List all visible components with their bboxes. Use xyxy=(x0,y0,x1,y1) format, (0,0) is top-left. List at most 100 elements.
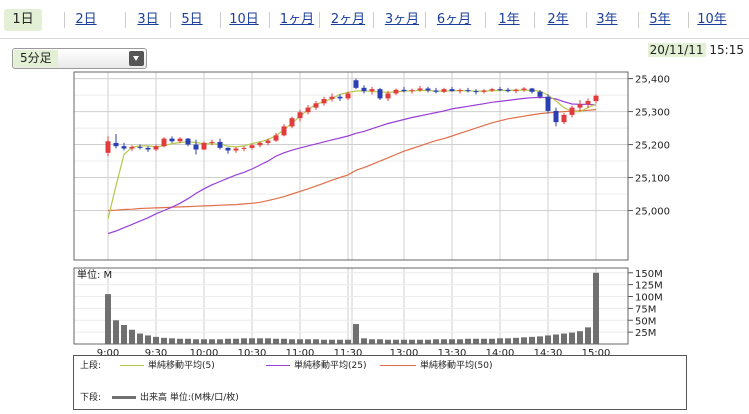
tab-separator xyxy=(64,12,65,28)
volume-bar xyxy=(497,338,503,344)
volume-bar xyxy=(569,332,575,344)
candle-body xyxy=(321,99,327,104)
time-xtick-label: 10:00 xyxy=(190,348,219,359)
candle-body xyxy=(465,90,471,92)
tab-7[interactable]: 3ヶ月 xyxy=(384,12,420,27)
candle-body xyxy=(417,88,423,91)
candle-body xyxy=(449,89,455,92)
tab-separator xyxy=(269,12,270,28)
tab-8[interactable]: 6ヶ月 xyxy=(436,12,472,27)
volume-bar xyxy=(417,339,423,344)
volume-ytick-label: 75M xyxy=(635,304,656,315)
candle-body xyxy=(553,110,559,123)
candle-body xyxy=(457,90,463,92)
tab-separator xyxy=(170,12,171,28)
candle-body xyxy=(105,141,111,153)
tab-9[interactable]: 1年 xyxy=(498,12,520,27)
volume-bar xyxy=(481,338,487,344)
candle-body xyxy=(217,141,223,148)
interval-select[interactable]: 5分足 xyxy=(12,48,147,69)
tab-4[interactable]: 10日 xyxy=(229,12,259,27)
tab-0[interactable]: 1日 xyxy=(4,9,42,31)
candle-body xyxy=(353,80,359,88)
chevron-down-icon[interactable] xyxy=(129,51,144,66)
volume-bar xyxy=(353,324,359,344)
candle-body xyxy=(185,138,191,145)
candle-body xyxy=(305,107,311,113)
tab-13[interactable]: 10年 xyxy=(697,12,727,27)
candle-body xyxy=(329,96,335,100)
tab-separator xyxy=(688,12,689,28)
volume-bar xyxy=(193,339,199,344)
volume-bar xyxy=(585,327,591,344)
candle-body xyxy=(113,142,119,147)
price-ytick-label: 25,100 xyxy=(635,174,670,185)
time-xtick-label: 13:00 xyxy=(390,348,419,359)
candle-body xyxy=(369,89,375,92)
volume-bar xyxy=(105,294,111,344)
volume-bar xyxy=(449,339,455,344)
ma25-line xyxy=(107,96,597,235)
candle-body xyxy=(257,142,263,146)
tab-12[interactable]: 5年 xyxy=(649,12,671,27)
tab-separator xyxy=(319,12,320,28)
volume-ytick-label: 50M xyxy=(635,316,656,327)
candle-body xyxy=(289,118,295,127)
candle-body xyxy=(249,145,255,148)
legend-swatch-ma25 xyxy=(266,365,290,366)
volume-bar xyxy=(409,339,415,344)
volume-bar xyxy=(393,339,399,344)
volume-bar xyxy=(457,339,463,344)
volume-bar xyxy=(345,339,351,344)
candle-body xyxy=(193,144,199,150)
volume-bar xyxy=(425,339,431,344)
legend-item-volume: 出来高 単位:(M株/口/枚) xyxy=(112,392,239,405)
time-xtick-label: 13:30 xyxy=(438,348,467,359)
tab-5[interactable]: 1ヶ月 xyxy=(279,12,315,27)
volume-bar xyxy=(225,338,231,344)
candle-body xyxy=(409,90,415,92)
volume-ytick-label: 150M xyxy=(635,269,663,280)
candle-body xyxy=(281,126,287,136)
legend-swatch-ma5 xyxy=(120,365,144,366)
candle-body xyxy=(505,89,511,92)
tab-1[interactable]: 2日 xyxy=(75,12,97,27)
tab-separator xyxy=(125,12,126,28)
volume-bar xyxy=(561,333,567,344)
tab-11[interactable]: 3年 xyxy=(596,12,618,27)
chart-legend: 上段: 単純移動平均(5) 単純移動平均(25) 単純移動平均(50) 下段: … xyxy=(73,355,687,410)
volume-unit-label: 単位: M xyxy=(77,268,112,281)
volume-bar xyxy=(593,272,599,344)
tab-separator xyxy=(485,12,486,28)
volume-bar xyxy=(465,338,471,344)
price-ytick-label: 25,000 xyxy=(635,207,670,218)
volume-bar xyxy=(505,338,511,344)
legend-label-ma25: 単純移動平均(25) xyxy=(294,361,367,371)
candle-body xyxy=(441,89,447,92)
candle-body xyxy=(225,147,231,151)
volume-bar xyxy=(313,339,319,344)
tab-3[interactable]: 5日 xyxy=(181,12,203,27)
volume-bar xyxy=(321,339,327,344)
candle-body xyxy=(561,114,567,123)
volume-bar xyxy=(113,320,119,344)
candle-body xyxy=(297,112,303,119)
tab-6[interactable]: 2ヶ月 xyxy=(330,12,366,27)
candle-body xyxy=(385,93,391,99)
volume-bar xyxy=(201,339,207,344)
volume-bar xyxy=(361,338,367,344)
tab-10[interactable]: 2年 xyxy=(547,12,569,27)
volume-bar xyxy=(265,338,271,344)
candle-body xyxy=(497,89,503,91)
volume-panel-frame xyxy=(73,267,629,345)
candle-body xyxy=(137,146,143,148)
candle-body xyxy=(337,96,343,99)
datetime-stamp: 20/11/11 15:15 xyxy=(647,42,744,58)
volume-bar xyxy=(329,339,335,344)
tab-2[interactable]: 3日 xyxy=(137,12,159,27)
volume-bar xyxy=(185,338,191,344)
candle-body xyxy=(129,146,135,149)
volume-bar xyxy=(145,335,151,344)
volume-bar xyxy=(161,337,167,344)
